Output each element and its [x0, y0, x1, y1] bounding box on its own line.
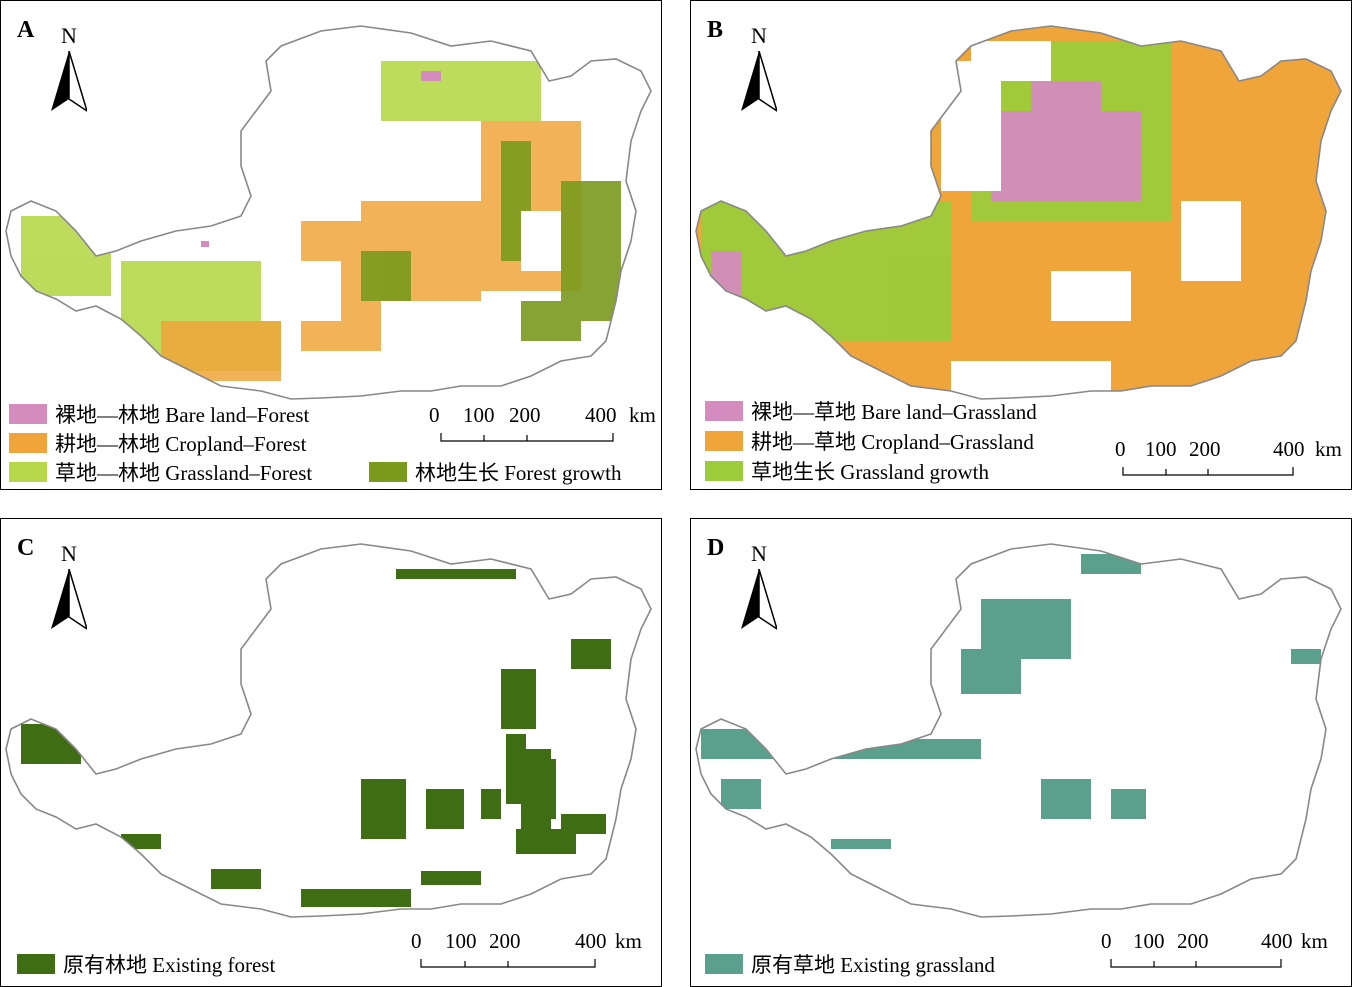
- scale-unit: km: [1315, 437, 1342, 461]
- scale-tick-0: 0: [1115, 437, 1126, 461]
- scale-bar-line: [1110, 959, 1282, 968]
- scale-bar: 0 100 200 400 km: [429, 403, 659, 459]
- legend-swatch: [17, 954, 55, 974]
- panel-a: A N 裸地—林地 Bare land–Forest 耕地—林地 Croplan…: [0, 0, 662, 490]
- legend-swatch: [705, 954, 743, 974]
- panel-label: B: [707, 17, 724, 43]
- legend-label: 耕地—林地 Cropland–Forest: [55, 432, 307, 456]
- scale-tick-100: 100: [445, 929, 477, 953]
- map-panel-a: [5, 25, 652, 400]
- scale-tick-200: 200: [489, 929, 521, 953]
- north-arrow-icon: [51, 51, 87, 112]
- legend-item: 林地生长 Forest growth: [369, 457, 622, 487]
- panel-c: C N 原有林地 Existing forest 0 100 200 400 k…: [0, 518, 662, 987]
- north-arrow-icon: [741, 569, 777, 630]
- north-arrow: N: [45, 541, 93, 641]
- scale-tick-400: 400: [1273, 437, 1305, 461]
- legend-swatch: [369, 462, 407, 482]
- north-arrow: N: [735, 23, 783, 123]
- scale-tick-200: 200: [1189, 437, 1221, 461]
- legend-label: 原有林地 Existing forest: [63, 953, 276, 977]
- north-label: N: [751, 23, 767, 48]
- legend-swatch: [9, 404, 47, 424]
- legend-swatch: [705, 461, 743, 481]
- legend-item: 耕地—草地 Cropland–Grassland: [705, 426, 1034, 456]
- scale-tick-400: 400: [585, 403, 617, 427]
- legend-swatch: [9, 462, 47, 482]
- legend-label: 林地生长 Forest growth: [415, 461, 622, 485]
- scale-tick-0: 0: [1101, 929, 1112, 953]
- scale-tick-100: 100: [1145, 437, 1177, 461]
- panel-d: D N 原有草地 Existing grassland 0 100 200 40…: [690, 518, 1352, 987]
- map-panel-d: [695, 543, 1342, 918]
- legend-item: 裸地—林地 Bare land–Forest: [9, 399, 309, 429]
- scale-tick-100: 100: [463, 403, 495, 427]
- legend-label: 裸地—草地 Bare land–Grassland: [751, 400, 1037, 424]
- legend-item: 原有林地 Existing forest: [17, 949, 275, 979]
- legend-item: 草地生长 Grassland growth: [705, 456, 989, 486]
- legend-item: 草地—林地 Grassland–Forest: [9, 457, 312, 487]
- scale-tick-0: 0: [411, 929, 422, 953]
- scale-bar: 0 100 200 400 km: [409, 929, 642, 985]
- scale-bar: 0 100 200 400 km: [1111, 437, 1342, 489]
- scale-bar: 0 100 200 400 km: [1099, 929, 1329, 985]
- scale-bar-line: [1122, 467, 1294, 476]
- scale-unit: km: [629, 403, 656, 427]
- legend-swatch: [705, 431, 743, 451]
- legend-label: 耕地—草地 Cropland–Grassland: [751, 430, 1034, 454]
- legend-swatch: [705, 401, 743, 421]
- north-arrow-icon: [51, 569, 87, 630]
- north-label: N: [751, 541, 767, 566]
- panel-label: C: [17, 535, 35, 561]
- legend-swatch: [9, 433, 47, 453]
- north-arrow: N: [45, 23, 93, 123]
- north-arrow: N: [735, 541, 783, 641]
- panel-label: D: [707, 535, 725, 561]
- scale-tick-400: 400: [1261, 929, 1293, 953]
- map-panel-c: [5, 543, 652, 918]
- north-label: N: [61, 23, 77, 48]
- scale-tick-100: 100: [1133, 929, 1165, 953]
- scale-tick-0: 0: [429, 403, 440, 427]
- panel-b: B N 裸地—草地 Bare land–Grassland 耕地—草地 Crop…: [690, 0, 1352, 490]
- legend-item: 耕地—林地 Cropland–Forest: [9, 428, 306, 458]
- north-arrow-icon: [741, 51, 777, 112]
- scale-bar-line: [440, 433, 614, 442]
- scale-unit: km: [615, 929, 642, 953]
- north-label: N: [61, 541, 77, 566]
- scale-tick-200: 200: [1177, 929, 1209, 953]
- legend-label: 裸地—林地 Bare land–Forest: [55, 403, 310, 427]
- scale-unit: km: [1301, 929, 1328, 953]
- legend-label: 草地生长 Grassland growth: [751, 460, 989, 484]
- legend-item: 裸地—草地 Bare land–Grassland: [705, 396, 1037, 426]
- legend-item: 原有草地 Existing grassland: [705, 949, 995, 979]
- scale-tick-200: 200: [509, 403, 541, 427]
- map-panel-b: [695, 25, 1342, 400]
- scale-tick-400: 400: [575, 929, 607, 953]
- panel-label: A: [17, 17, 35, 43]
- legend-label: 原有草地 Existing grassland: [751, 953, 995, 977]
- scale-bar-line: [420, 959, 596, 968]
- legend-label: 草地—林地 Grassland–Forest: [55, 461, 313, 485]
